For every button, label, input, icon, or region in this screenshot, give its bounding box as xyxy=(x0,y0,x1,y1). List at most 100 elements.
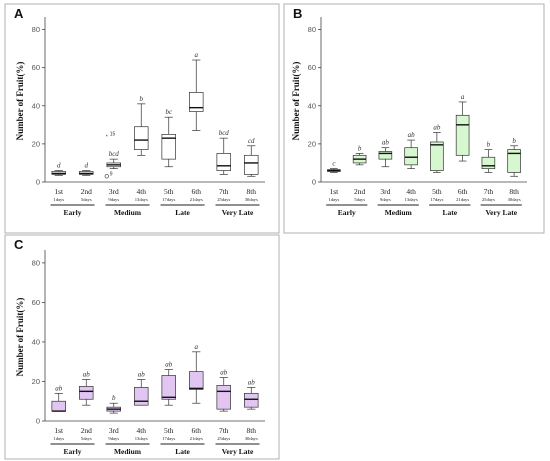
x-tick-days-label: 30days xyxy=(245,197,258,202)
x-tick-days-label: 13days xyxy=(135,436,148,441)
x-tick-days-label: 9days xyxy=(380,197,391,202)
x-tick-label: 4th xyxy=(406,187,416,196)
box-6th xyxy=(189,59,204,131)
y-tick-label: 20 xyxy=(32,377,40,386)
box-8th xyxy=(507,145,521,177)
box-6th xyxy=(189,351,204,404)
box-2nd xyxy=(79,170,94,176)
y-tick-label: 40 xyxy=(308,101,316,110)
significance-letter: b xyxy=(140,95,144,103)
x-tick-label: 3rd xyxy=(109,426,119,435)
x-tick-label: 6th xyxy=(191,187,201,196)
x-tick-label: 6th xyxy=(458,187,468,196)
x-tick-days-label: 25days xyxy=(482,197,495,202)
x-tick-label: 7th xyxy=(219,187,229,196)
box-1st xyxy=(327,168,341,173)
y-tick-label: 20 xyxy=(308,139,316,148)
y-axis-title: Number of Fruit(%) xyxy=(291,62,301,141)
significance-letter: ab xyxy=(408,131,416,139)
x-tick-days-label: 21days xyxy=(190,436,203,441)
x-tick-days-label: 13days xyxy=(135,197,148,202)
x-tick-days-label: 1days xyxy=(53,197,64,202)
box-2nd xyxy=(79,379,94,406)
x-tick-days-label: 5days xyxy=(81,436,92,441)
x-tick-days-label: 21days xyxy=(190,197,203,202)
box-iqr xyxy=(244,154,259,175)
box-4th xyxy=(404,139,418,170)
x-tick-days-label: 30days xyxy=(245,436,258,441)
box-1st xyxy=(51,392,66,412)
x-tick-days-label: 13days xyxy=(405,197,418,202)
x-tick-label: 5th xyxy=(432,187,442,196)
box-8th xyxy=(244,387,259,410)
y-tick-label: 20 xyxy=(32,139,40,148)
significance-letter: ab xyxy=(165,361,173,369)
y-tick-label: 80 xyxy=(32,258,40,267)
y-axis-title: Number of Fruit(%) xyxy=(15,62,25,141)
box-5th xyxy=(161,116,176,168)
x-tick-label: 1st xyxy=(54,426,64,435)
y-tick-label: 0 xyxy=(36,178,40,187)
x-tick-label: 3rd xyxy=(380,187,390,196)
box-iqr xyxy=(161,134,176,160)
x-tick-label: 1st xyxy=(54,187,64,196)
significance-letter: bcd xyxy=(109,150,120,158)
significance-letter: ab xyxy=(55,384,63,392)
x-tick-label: 1st xyxy=(329,187,339,196)
box-3rd xyxy=(106,158,121,170)
box-iqr xyxy=(481,156,496,170)
box-iqr xyxy=(189,371,204,390)
box-iqr xyxy=(134,126,149,150)
y-tick-label: 0 xyxy=(36,417,40,426)
x-tick-days-label: 25days xyxy=(217,436,230,441)
x-tick-label: 8th xyxy=(246,426,256,435)
box-iqr xyxy=(244,392,259,408)
box-iqr xyxy=(216,153,231,171)
box-iqr xyxy=(51,400,66,412)
group-label: Early xyxy=(64,447,82,456)
group-label: Very Late xyxy=(222,447,254,456)
x-tick-days-label: 1days xyxy=(53,436,64,441)
outlier-label: 15 xyxy=(110,131,116,137)
x-tick-label: 3rd xyxy=(109,187,119,196)
x-tick-label: 2nd xyxy=(81,426,93,435)
x-tick-label: 2nd xyxy=(81,187,93,196)
x-tick-days-label: 25days xyxy=(217,197,230,202)
significance-letter: d xyxy=(85,162,89,170)
significance-letter: ab xyxy=(382,139,390,147)
x-tick-label: 2nd xyxy=(354,187,366,196)
box-7th xyxy=(216,377,231,412)
box-iqr xyxy=(404,147,418,166)
box-iqr xyxy=(134,387,149,406)
significance-letter: cd xyxy=(248,137,255,145)
x-tick-days-label: 5days xyxy=(81,197,92,202)
box-iqr xyxy=(430,141,444,171)
y-axis-title: Number of Fruit(%) xyxy=(15,298,25,377)
box-4th xyxy=(134,379,149,406)
y-tick-label: 60 xyxy=(308,63,316,72)
box-5th xyxy=(430,132,444,173)
y-tick-label: 80 xyxy=(32,25,40,34)
y-tick-label: 60 xyxy=(32,298,40,307)
x-tick-label: 7th xyxy=(219,426,229,435)
outlier-label: 9 xyxy=(110,171,113,177)
x-tick-label: 7th xyxy=(484,187,494,196)
group-label: Medium xyxy=(385,208,413,217)
significance-letter: d xyxy=(57,162,61,170)
group-label: Medium xyxy=(114,208,142,217)
panel-label: C xyxy=(14,237,24,252)
x-tick-label: 8th xyxy=(246,187,256,196)
panel-frame xyxy=(4,234,280,460)
panel-label: B xyxy=(293,6,302,21)
outlier-point xyxy=(104,174,109,179)
box-iqr xyxy=(189,92,204,112)
y-tick-label: 0 xyxy=(312,178,316,187)
x-tick-days-label: 17days xyxy=(430,197,443,202)
outlier-point: * xyxy=(106,134,108,140)
group-label: Late xyxy=(175,208,190,217)
panel-frame xyxy=(283,3,545,234)
significance-letter: a xyxy=(461,93,465,101)
x-tick-label: 5th xyxy=(164,187,174,196)
